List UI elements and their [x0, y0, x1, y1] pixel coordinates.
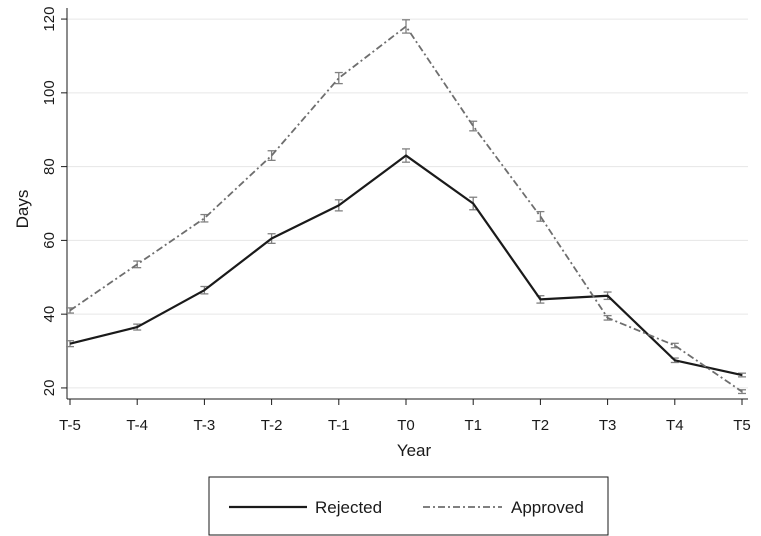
series-rejected — [66, 148, 746, 378]
legend-label-rejected: Rejected — [315, 498, 382, 517]
x-tick-label: T1 — [464, 417, 482, 434]
x-tick-label: T0 — [397, 417, 415, 434]
x-tick-label: T-4 — [126, 417, 148, 434]
series-lines — [66, 19, 746, 395]
y-tick-label: 80 — [41, 158, 58, 175]
y-tick-label: 100 — [41, 80, 58, 105]
x-tick-label: T-5 — [59, 417, 81, 434]
gridlines — [67, 18, 748, 389]
y-tick-label: 40 — [41, 306, 58, 323]
x-tick-label: T-3 — [194, 417, 216, 434]
series-line-approved — [69, 25, 743, 393]
x-tick-label: T5 — [733, 417, 751, 434]
legend-label-approved: Approved — [511, 498, 584, 517]
x-tick-label: T-2 — [261, 417, 283, 434]
x-tick-label: T3 — [599, 417, 617, 434]
y-tick-label: 120 — [41, 7, 58, 32]
y-axis-title: Days — [13, 190, 32, 229]
x-axis-title: Year — [397, 441, 432, 460]
y-tick-label: 60 — [41, 232, 58, 249]
x-tick-label: T2 — [532, 417, 550, 434]
y-tick-label: 20 — [41, 380, 58, 397]
axes: 20 40 60 80 100 120 T-5 T-4 T-3 T-2 T-1 T0 T1 T2 T3 T4 T… — [41, 7, 751, 434]
x-tick-label: T-1 — [328, 417, 350, 434]
series-approved — [66, 19, 746, 395]
series-line-rejected — [69, 154, 743, 377]
legend: Rejected Approved — [208, 476, 609, 536]
x-tick-label: T4 — [666, 417, 684, 434]
